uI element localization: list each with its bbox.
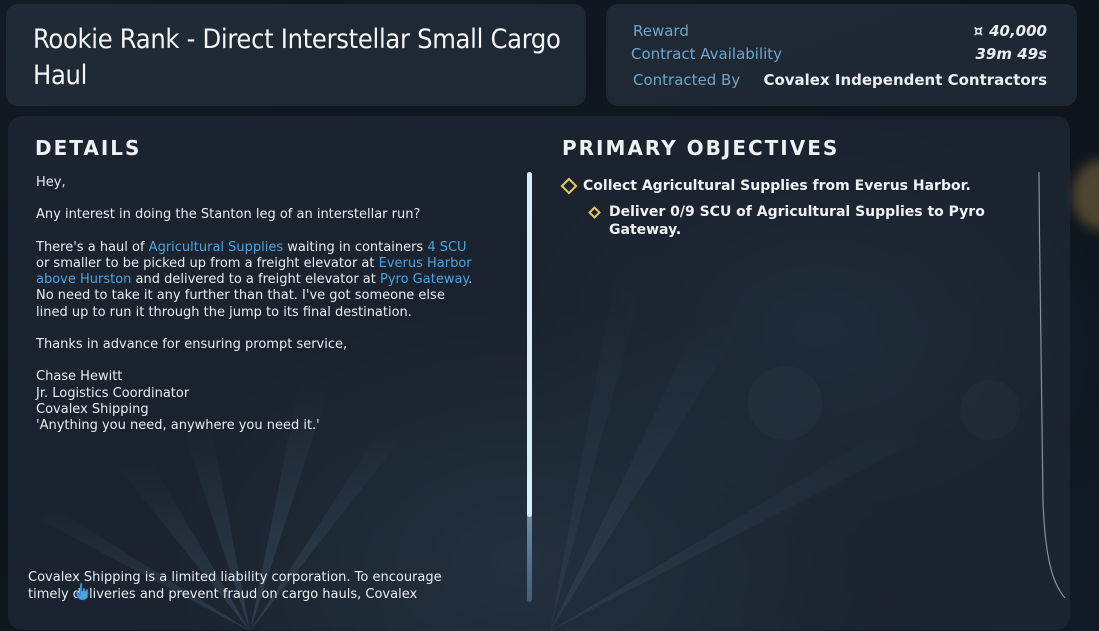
objective-item: Collect Agricultural Supplies from Everu… bbox=[583, 178, 971, 194]
reward-amount: 40,000 bbox=[989, 22, 1047, 40]
availability-row: Contract Availability 39m 49s bbox=[606, 45, 1077, 67]
signature-company: Covalex Shipping bbox=[36, 401, 149, 417]
signature-motto: 'Anything you need, anywhere you need it… bbox=[36, 418, 320, 434]
details-heading: DETAILS bbox=[35, 136, 142, 160]
contract-main-panel bbox=[8, 116, 1070, 630]
details-greeting: Hey, bbox=[36, 175, 66, 190]
objectives-heading: PRIMARY OBJECTIVES bbox=[562, 136, 840, 160]
details-thanks: Thanks in advance for ensuring prompt se… bbox=[36, 337, 348, 353]
hand-cursor-icon bbox=[75, 582, 89, 601]
reward-label: Reward bbox=[633, 22, 689, 40]
contracted-by-row: Contracted By Covalex Independent Contra… bbox=[606, 71, 1077, 93]
signature-name: Chase Hewitt bbox=[36, 369, 123, 385]
reward-value: ¤ 40,000 bbox=[974, 22, 1047, 40]
details-scrollbar[interactable] bbox=[527, 172, 532, 602]
contract-title: Rookie Rank - Direct Interstellar Small … bbox=[33, 24, 561, 91]
details-paragraph: There's a haul of Agricultural Supplies … bbox=[36, 239, 473, 320]
cargo-size-link: 4 SCU bbox=[427, 239, 467, 255]
contracted-by-label: Contracted By bbox=[633, 71, 741, 89]
panel-edge-line bbox=[1038, 172, 1066, 599]
availability-label: Contract Availability bbox=[631, 45, 783, 63]
details-intro: Any interest in doing the Stanton leg of… bbox=[36, 207, 421, 223]
reward-row: Reward ¤ 40,000 bbox=[606, 22, 1077, 44]
contract-info-panel: Reward ¤ 40,000 Contract Availability 39m… bbox=[606, 4, 1077, 106]
details-scrollbar-thumb[interactable] bbox=[527, 172, 532, 517]
destination-location-link: Pyro Gateway bbox=[380, 272, 469, 288]
background-light-orb bbox=[1072, 160, 1099, 230]
details-signature: Chase Hewitt Jr. Logistics Coordinator C… bbox=[36, 369, 476, 434]
origin-location-link: Everus Harbor above Hurston bbox=[36, 255, 472, 288]
contract-title-panel: Rookie Rank - Direct Interstellar Small … bbox=[6, 4, 586, 106]
details-text[interactable]: Hey, Any interest in doing the Stanton l… bbox=[36, 175, 476, 451]
signature-title: Jr. Logistics Coordinator bbox=[36, 385, 190, 401]
cargo-link: Agricultural Supplies bbox=[148, 239, 284, 255]
currency-icon: ¤ bbox=[973, 22, 984, 40]
availability-value: 39m 49s bbox=[975, 45, 1047, 63]
details-footer-text: Covalex Shipping is a limited liability … bbox=[28, 570, 442, 602]
contracted-by-value: Covalex Independent Contractors bbox=[763, 71, 1047, 89]
objective-item: Deliver 0/9 SCU of Agricultural Supplies… bbox=[609, 204, 985, 238]
